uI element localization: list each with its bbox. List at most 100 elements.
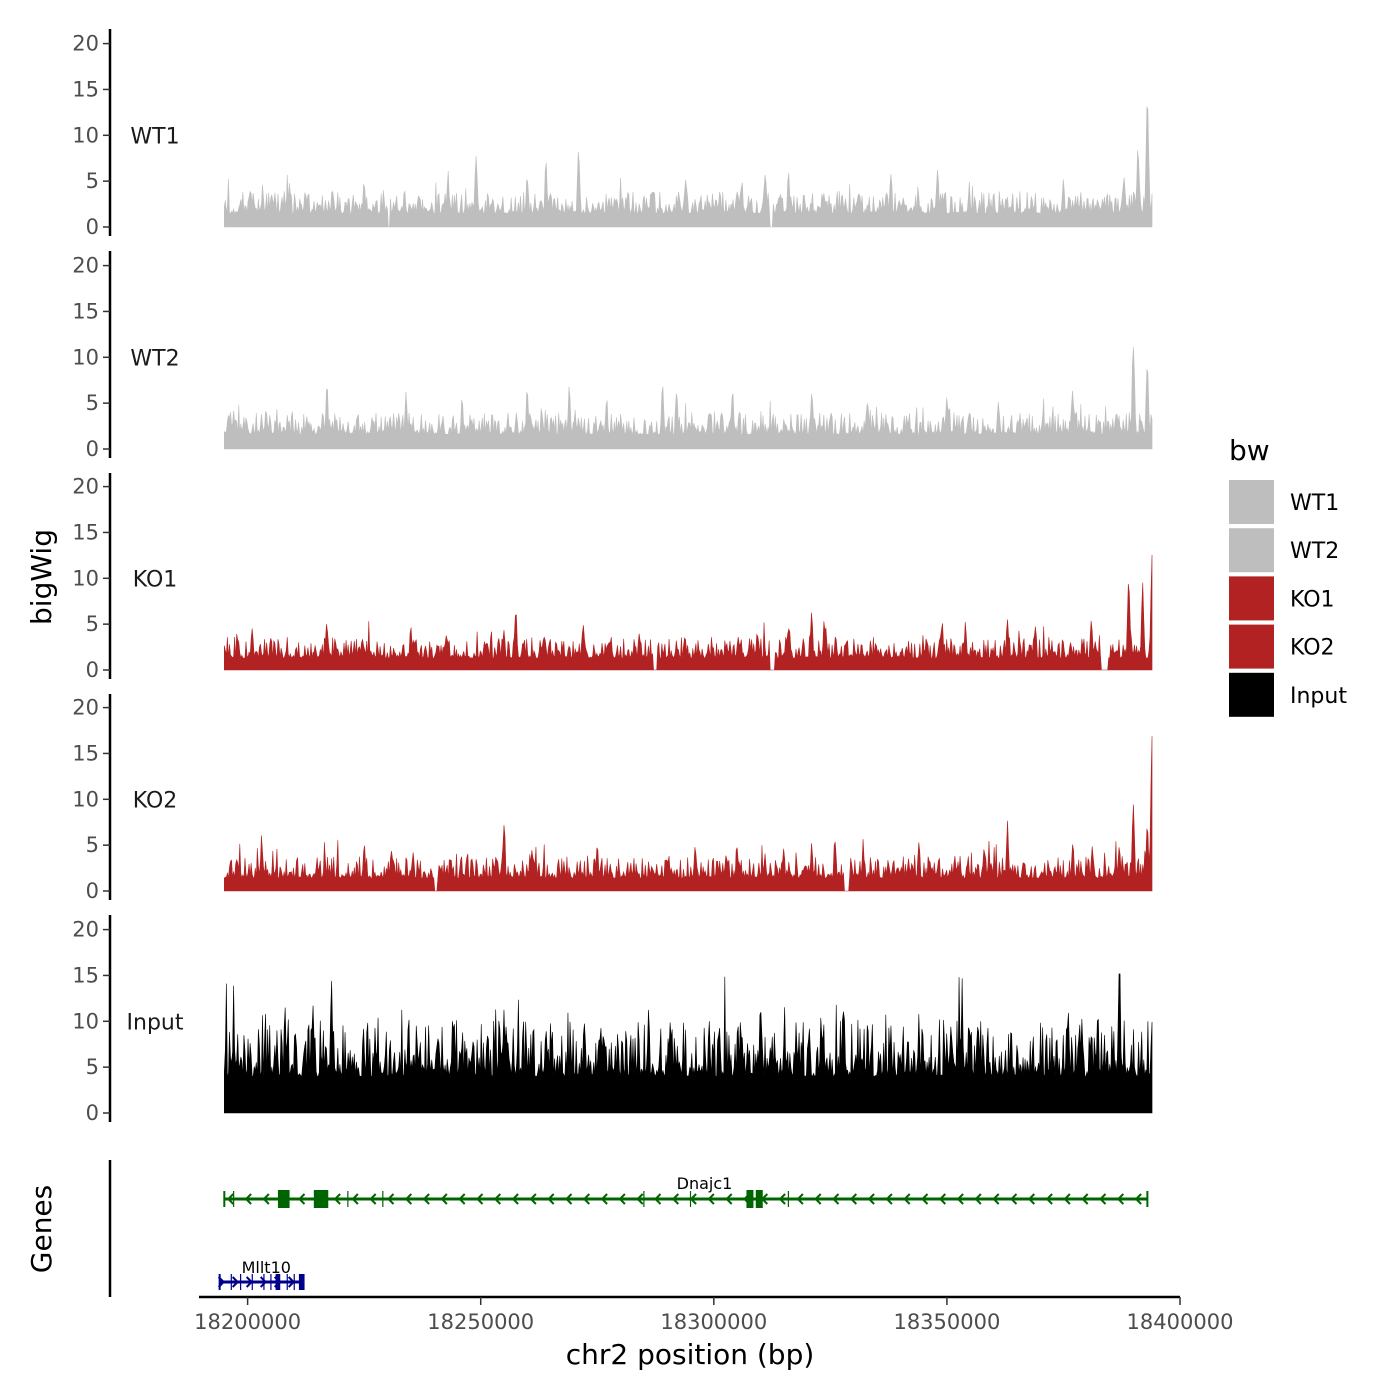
x-tick-label: 18300000 <box>660 1310 767 1334</box>
legend-key-ko2 <box>1229 624 1274 669</box>
track-label-wt1: WT1 <box>130 124 179 149</box>
strand-chevron <box>387 1193 395 1205</box>
strand-chevron <box>262 1193 270 1205</box>
legend-label-wt2: WT2 <box>1290 539 1339 564</box>
strand-chevron <box>1027 1193 1036 1205</box>
strand-chevron <box>707 1193 715 1205</box>
signal-area-wt2 <box>224 347 1153 450</box>
strand-chevron <box>796 1193 804 1205</box>
strand-chevron <box>1010 1193 1018 1205</box>
y-tick-label: 10 <box>72 123 99 147</box>
track-wt2: 0 5 10 15 20 WT2 <box>72 251 1153 461</box>
y-tick-label: 10 <box>72 566 99 590</box>
strand-chevron <box>600 1193 608 1205</box>
legend-label-input: Input <box>1290 684 1347 709</box>
strand-chevron <box>547 1193 555 1205</box>
y-tick-label: 10 <box>72 345 99 369</box>
gene-mllt10: Mllt10 <box>217 1258 305 1290</box>
legend-label-ko2: KO2 <box>1290 636 1335 661</box>
x-tick-label: 18400000 <box>1127 1310 1234 1334</box>
y-tick-label: 5 <box>86 169 99 193</box>
genes-panel: Dnajc1 Mllt10 <box>108 1160 1149 1297</box>
y-tick-label: 20 <box>72 918 99 942</box>
x-tick-label: 18350000 <box>893 1310 1000 1334</box>
gene-label-mllt10: Mllt10 <box>242 1258 291 1277</box>
track-ko1: 0 5 10 15 20 KO1 <box>72 473 1153 682</box>
strand-chevron <box>974 1193 982 1205</box>
y-tick-label: 10 <box>72 787 99 811</box>
y-tick-label: 0 <box>86 1101 99 1125</box>
strand-chevron <box>565 1193 573 1205</box>
y-tick-label: 20 <box>72 696 99 720</box>
strand-chevron <box>422 1193 430 1205</box>
signal-area-input <box>224 973 1153 1114</box>
exon-block <box>746 1190 754 1208</box>
strand-chevron <box>956 1193 964 1205</box>
strand-chevron <box>903 1193 911 1205</box>
strand-chevron <box>511 1193 519 1205</box>
track-input: 0 5 10 15 20 Input <box>72 915 1153 1125</box>
y-tick-label: 15 <box>72 77 99 101</box>
y-tick-label: 15 <box>72 520 99 544</box>
y-tick-label: 20 <box>72 475 99 499</box>
strand-chevron <box>618 1193 626 1205</box>
strand-chevron <box>369 1193 377 1205</box>
strand-chevron <box>244 1193 252 1205</box>
legend-key-wt1 <box>1229 480 1274 524</box>
strand-chevron <box>217 1276 226 1288</box>
signal-area-wt1 <box>224 106 1153 228</box>
y-tick-label: 15 <box>72 741 99 765</box>
strand-chevron <box>476 1193 484 1205</box>
track-label-input: Input <box>127 1010 184 1035</box>
strand-chevron <box>582 1193 591 1205</box>
exon-block <box>277 1190 290 1208</box>
strand-chevron <box>885 1193 893 1205</box>
exon-block <box>298 1274 304 1290</box>
x-axis-title: chr2 position (bp) <box>566 1338 815 1371</box>
strand-chevron <box>440 1193 448 1205</box>
track-wt1: 0 5 10 15 20 WT1 <box>72 29 1153 239</box>
strand-chevron <box>849 1193 858 1205</box>
exon-block <box>755 1190 763 1208</box>
strand-chevron <box>1063 1193 1071 1205</box>
strand-chevron <box>458 1193 466 1205</box>
track-label-ko1: KO1 <box>133 567 178 592</box>
y-tick-label: 0 <box>86 215 99 239</box>
y-tick-label: 0 <box>86 879 99 903</box>
strand-chevron <box>333 1193 341 1205</box>
y-tick-label: 15 <box>72 299 99 323</box>
gene-label-dnajc1: Dnajc1 <box>677 1174 733 1193</box>
y-tick-label: 5 <box>86 1055 99 1079</box>
strand-chevron <box>245 1276 254 1288</box>
legend-key-input <box>1229 672 1274 717</box>
genes-axis-title: Genes <box>25 1185 58 1273</box>
track-ko2: 0 5 10 15 20 KO2 <box>72 694 1153 903</box>
legend-key-ko1 <box>1229 576 1274 621</box>
y-tick-label: 0 <box>86 437 99 461</box>
x-axis: 18200000 18250000 18300000 18350000 18400000 <box>194 1295 1234 1334</box>
exon-block <box>275 1274 281 1290</box>
strand-chevron <box>992 1193 1000 1205</box>
legend-label-wt1: WT1 <box>1290 491 1339 516</box>
y-tick-label: 0 <box>86 658 99 682</box>
strand-chevron <box>259 1276 268 1288</box>
strand-chevron <box>832 1193 840 1205</box>
y-tick-label: 20 <box>72 254 99 278</box>
strand-chevron <box>1081 1193 1089 1205</box>
y-tick-label: 5 <box>86 391 99 415</box>
legend-label-ko1: KO1 <box>1290 587 1335 612</box>
legend: bw WT1 WT2 KO1 KO2 Input <box>1229 434 1347 717</box>
exon-block <box>313 1190 329 1208</box>
strand-chevron <box>778 1193 786 1205</box>
strand-chevron <box>921 1193 929 1205</box>
strand-chevron <box>1134 1193 1142 1205</box>
strand-chevron <box>529 1193 537 1205</box>
strand-chevron <box>654 1193 662 1205</box>
strand-chevron <box>938 1193 947 1205</box>
strand-chevron <box>689 1193 697 1205</box>
track-label-wt2: WT2 <box>130 346 179 371</box>
strand-chevron <box>867 1193 875 1205</box>
y-tick-label: 15 <box>72 963 99 987</box>
y-tick-label: 20 <box>72 32 99 56</box>
